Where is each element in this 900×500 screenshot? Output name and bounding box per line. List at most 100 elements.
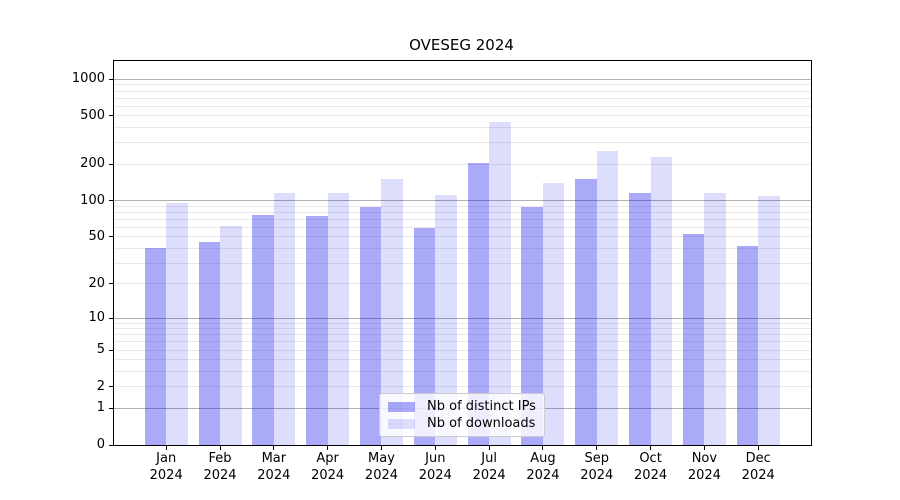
x-tick-mark xyxy=(596,446,598,450)
y-tick-mark xyxy=(109,444,113,446)
x-tick-label: Oct 2024 xyxy=(634,451,668,483)
x-tick-label: Jan 2024 xyxy=(149,451,183,483)
bar-downloads-jan xyxy=(166,202,188,445)
legend: Nb of distinct IPs Nb of downloads xyxy=(379,393,545,437)
x-tick-mark xyxy=(434,446,436,450)
y-tick-label: 1000 xyxy=(71,71,105,87)
minor-gridline xyxy=(114,226,811,228)
y-tick-mark xyxy=(109,200,113,202)
bar-downloads-feb xyxy=(220,225,242,445)
y-tick-label: 1 xyxy=(96,400,105,416)
minor-gridline xyxy=(114,115,811,117)
y-tick-mark xyxy=(109,163,113,165)
x-tick-label: May 2024 xyxy=(364,451,399,483)
y-tick-mark xyxy=(109,78,113,80)
minor-gridline xyxy=(114,386,811,388)
minor-gridline xyxy=(114,84,811,86)
minor-gridline xyxy=(114,322,811,324)
bar-ips-oct xyxy=(629,193,651,445)
minor-gridline xyxy=(114,349,811,351)
bar-downloads-oct xyxy=(650,156,673,445)
y-tick-label: 50 xyxy=(88,228,105,244)
minor-gridline xyxy=(114,205,811,207)
legend-swatch-distinct-ips xyxy=(388,401,415,412)
minor-gridline xyxy=(114,127,811,129)
minor-gridline xyxy=(114,247,811,249)
y-tick-mark xyxy=(109,115,113,117)
major-gridline xyxy=(114,317,811,319)
x-tick-mark xyxy=(650,446,652,450)
minor-gridline xyxy=(114,341,811,343)
y-tick-label: 100 xyxy=(80,192,105,208)
y-tick-label: 200 xyxy=(80,156,105,172)
minor-gridline xyxy=(114,334,811,336)
minor-gridline xyxy=(114,211,811,213)
major-gridline xyxy=(114,78,811,80)
bar-ips-jun xyxy=(413,228,436,445)
chart-title: OVESEG 2024 xyxy=(409,36,514,54)
bar-ips-feb xyxy=(198,242,221,445)
bar-ips-nov xyxy=(682,233,705,445)
y-tick-label: 0 xyxy=(96,437,105,452)
x-tick-mark xyxy=(327,446,329,450)
bar-ips-mar xyxy=(252,215,274,445)
x-tick-label: Mar 2024 xyxy=(257,451,291,483)
y-tick-mark xyxy=(109,349,113,351)
y-tick-mark xyxy=(109,386,113,388)
minor-gridline xyxy=(114,218,811,220)
x-tick-label: Dec 2024 xyxy=(741,451,775,483)
bar-downloads-aug xyxy=(542,183,565,445)
x-tick-mark xyxy=(273,446,275,450)
bar-downloads-nov xyxy=(704,192,726,445)
y-tick-label: 2 xyxy=(96,378,105,394)
x-tick-label: Jul 2024 xyxy=(472,451,506,483)
bar-downloads-jun xyxy=(435,194,457,445)
x-tick-label: Nov 2024 xyxy=(687,451,721,483)
x-tick-mark xyxy=(165,446,167,450)
x-tick-label: Apr 2024 xyxy=(311,451,345,483)
legend-label: Nb of downloads xyxy=(427,416,536,431)
legend-label: Nb of distinct IPs xyxy=(427,399,536,414)
bar-ips-dec xyxy=(736,245,759,445)
minor-gridline xyxy=(114,328,811,330)
bar-downloads-may xyxy=(381,178,403,445)
bar-downloads-jul xyxy=(489,121,511,445)
legend-item: Nb of downloads xyxy=(388,416,536,431)
bar-downloads-mar xyxy=(273,192,296,445)
bar-downloads-dec xyxy=(758,196,780,445)
bar-ips-apr xyxy=(306,215,328,445)
y-tick-mark xyxy=(109,317,113,319)
x-tick-mark xyxy=(542,446,544,450)
minor-gridline xyxy=(114,371,811,373)
bar-downloads-sep xyxy=(596,151,619,445)
minor-gridline xyxy=(114,142,811,144)
minor-gridline xyxy=(114,359,811,361)
y-tick-mark xyxy=(109,283,113,285)
bar-ips-jan xyxy=(144,248,167,445)
x-tick-label: Jun 2024 xyxy=(418,451,452,483)
legend-swatch-downloads xyxy=(388,418,415,429)
y-tick-label: 20 xyxy=(88,275,105,291)
minor-gridline xyxy=(114,283,811,285)
y-tick-label: 500 xyxy=(80,107,105,123)
y-tick-label: 5 xyxy=(96,342,105,358)
minor-gridline xyxy=(114,90,811,92)
bar-ips-aug xyxy=(521,206,543,445)
bar-downloads-apr xyxy=(327,193,350,445)
plot-area: Nb of distinct IPs Nb of downloads Jan 202… xyxy=(72,60,812,483)
x-tick-label: Aug 2024 xyxy=(526,451,560,483)
x-tick-label: Sep 2024 xyxy=(580,451,614,483)
bar-ips-sep xyxy=(575,179,597,445)
minor-gridline xyxy=(114,97,811,99)
x-tick-mark xyxy=(219,446,221,450)
bar-ips-jul xyxy=(467,162,490,445)
major-gridline xyxy=(114,200,811,202)
x-tick-mark xyxy=(488,446,490,450)
y-tick-mark xyxy=(109,407,113,409)
x-tick-mark xyxy=(380,446,382,450)
legend-item: Nb of distinct IPs xyxy=(388,399,536,414)
y-tick-mark xyxy=(109,236,113,238)
x-tick-mark xyxy=(703,446,705,450)
y-tick-label: 10 xyxy=(88,310,105,326)
